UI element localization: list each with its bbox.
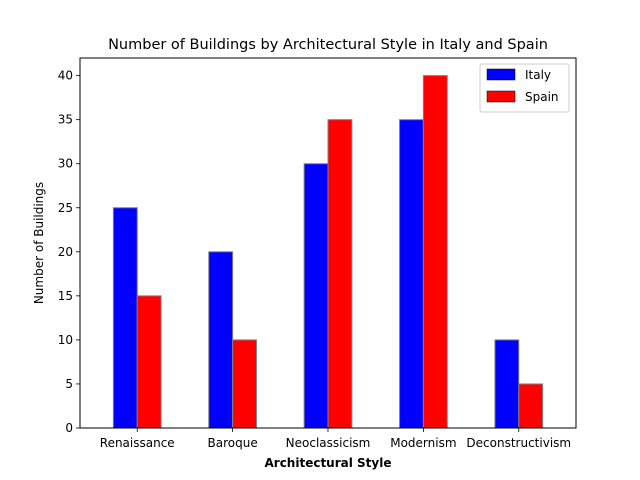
x-tick-label-modernism: Modernism xyxy=(390,436,456,450)
y-tick-label-0: 0 xyxy=(65,421,73,435)
y-tick-label-30: 30 xyxy=(58,157,73,171)
x-axis-label: Architectural Style xyxy=(264,456,391,470)
bar-spain-neoclassicism xyxy=(327,119,353,429)
bar-italy-neoclassicism xyxy=(303,163,329,429)
y-tick-label-35: 35 xyxy=(58,113,73,127)
y-tick-label-5: 5 xyxy=(65,377,73,391)
x-tick-label-neoclassicism: Neoclassicism xyxy=(286,436,371,450)
bar-spain-renaissance xyxy=(136,295,162,429)
bar-italy-deconstructivism xyxy=(494,339,520,429)
legend-swatch-spain xyxy=(486,90,516,103)
bar-spain-baroque xyxy=(232,339,257,429)
bars-group xyxy=(112,75,544,429)
x-tick-label-renaissance: Renaissance xyxy=(100,436,175,450)
y-tick-label-10: 10 xyxy=(58,333,73,347)
legend-label-spain: Spain xyxy=(525,90,559,104)
x-tick-label-baroque: Baroque xyxy=(208,436,258,450)
bar-italy-modernism xyxy=(399,119,424,429)
legend: Italy Spain xyxy=(479,63,570,113)
y-tick-label-40: 40 xyxy=(58,69,73,83)
chart-title: Number of Buildings by Architectural Sty… xyxy=(108,37,548,53)
bar-italy-baroque xyxy=(208,251,234,429)
bar-italy-renaissance xyxy=(112,207,138,429)
y-tick-label-15: 15 xyxy=(58,289,73,303)
legend-label-italy: Italy xyxy=(525,68,551,82)
x-tick-label-deconstructivism: Deconstructivism xyxy=(466,436,571,450)
y-tick-label-25: 25 xyxy=(58,201,73,215)
y-axis-label: Number of Buildings xyxy=(32,182,46,304)
y-tick-label-20: 20 xyxy=(58,245,73,259)
bar-spain-deconstructivism xyxy=(518,383,544,429)
bar-spain-modernism xyxy=(422,75,448,429)
x-axis: Renaissance Baroque Neoclassicism Modernism… xyxy=(100,428,571,450)
y-axis: 0 5 10 15 20 25 30 35 40 xyxy=(58,69,80,435)
legend-swatch-italy xyxy=(486,68,516,81)
